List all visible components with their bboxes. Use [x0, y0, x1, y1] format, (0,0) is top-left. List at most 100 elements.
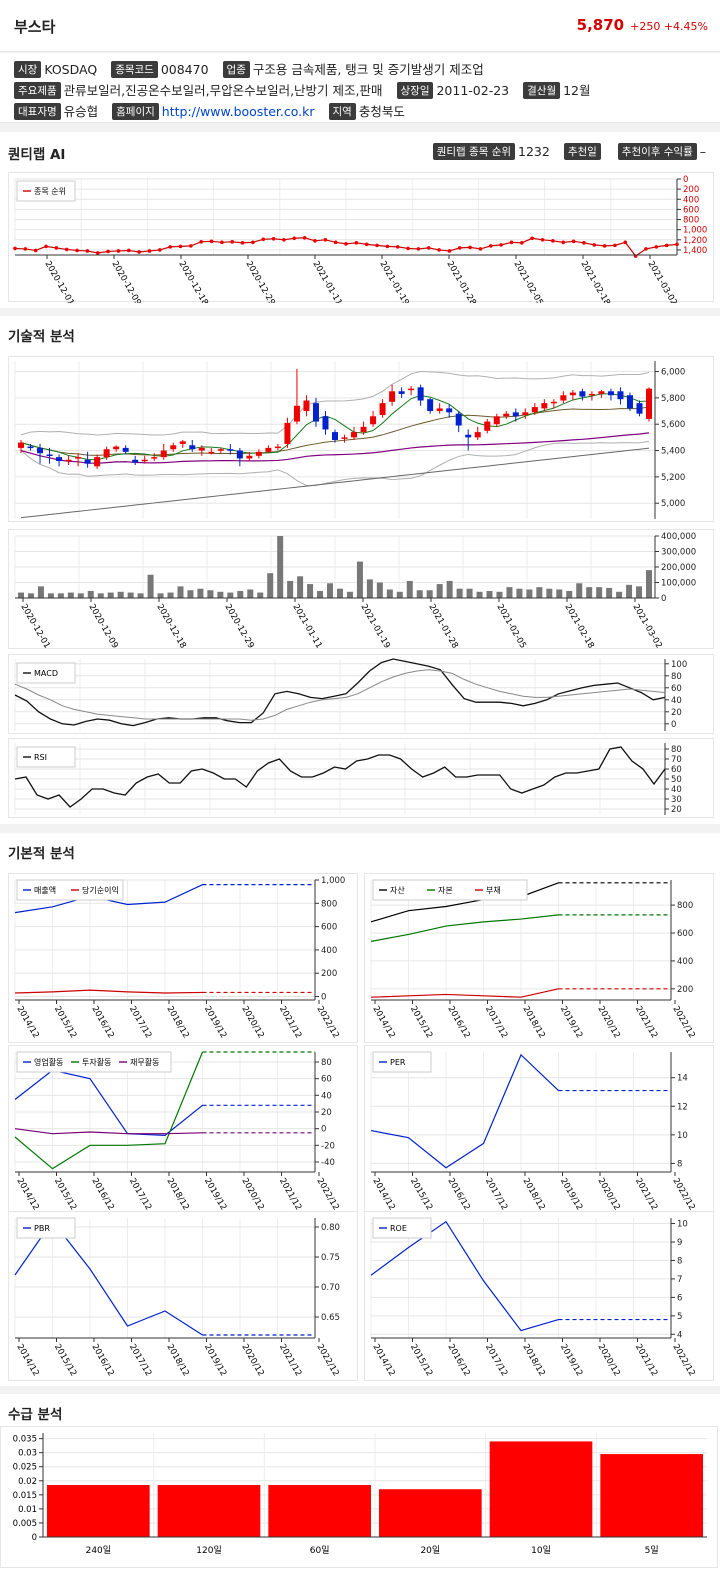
rank-point — [675, 242, 679, 247]
volume-bar — [376, 582, 383, 598]
rank-point — [230, 240, 235, 244]
macd-line — [14, 669, 666, 721]
x-tick-label: 2016/12 — [445, 1343, 471, 1379]
rec-date-tag: 추천일 — [563, 143, 601, 160]
candle-body — [293, 405, 300, 422]
rank-point — [416, 247, 421, 251]
rank-point — [64, 247, 69, 252]
volume-bar — [536, 587, 543, 598]
x-tick-label: 60일 — [310, 1545, 330, 1556]
rank-point — [323, 238, 328, 242]
volume-bar — [546, 588, 553, 598]
x-tick-label: 2018/12 — [164, 1343, 190, 1379]
code-value: 008470 — [160, 62, 209, 77]
candle-body — [217, 449, 224, 451]
volume-bar — [147, 574, 154, 598]
technical-section: 기술적 분석 5,000 5,200 5,400 5,600 5,800 6,000 0 1… — [0, 316, 720, 824]
legend-label: 자본 — [438, 886, 453, 895]
x-tick-label: 10일 — [531, 1545, 551, 1556]
rank-point — [333, 240, 338, 245]
candle-body — [151, 457, 158, 459]
y-tick-label: 6 — [677, 1293, 682, 1303]
roe-chart-panel: 4 5 6 7 8 9 10 2014/12 2015/12 2016/12 2017/12 2018… — [364, 1211, 714, 1381]
rank-point — [54, 246, 59, 250]
volume-bar — [87, 591, 94, 598]
ma60-line — [20, 432, 650, 464]
volume-bar — [97, 593, 104, 598]
pbr-chart-panel: 0.65 0.70 0.75 0.80 2014/12 2015/12 2016/12 201… — [8, 1211, 358, 1381]
y-tick-label: 200 — [321, 969, 337, 979]
sales-line — [14, 989, 203, 994]
rank-point — [654, 245, 659, 249]
supply-chart-panel: 0 0.005 0.01 0.015 0.02 0.025 0.03 0.035 240일 120… — [0, 1426, 718, 1568]
candle-body — [303, 400, 310, 412]
volume-bar — [307, 584, 314, 598]
volume-bar — [247, 589, 254, 598]
rank-point — [261, 237, 266, 242]
y-tick-label: 10 — [677, 1131, 688, 1141]
x-tick-label: 2018/12 — [520, 1177, 546, 1213]
y-tick-label: 50 — [671, 775, 682, 785]
region-value: 충청북도 — [358, 104, 405, 119]
y-tick-label: 80 — [671, 745, 682, 755]
y-tick-label: 5,600 — [661, 420, 685, 430]
cashflow-line — [14, 1051, 204, 1170]
volume-bar — [616, 591, 623, 598]
y-tick-label: -20 — [321, 1141, 335, 1151]
y-tick-label: 0 — [683, 175, 688, 185]
rank-point — [364, 242, 369, 247]
y-tick-label: 400 — [683, 195, 699, 205]
x-tick-label: 2021-01-11 — [290, 603, 323, 651]
rank-point — [375, 243, 379, 248]
y-tick-label: 200 — [677, 985, 693, 995]
legend-label: PBR — [34, 1224, 50, 1233]
per-line — [370, 1053, 559, 1169]
rank-point — [592, 243, 597, 247]
x-tick-label: 2020-12-09 — [86, 603, 119, 651]
candle-body — [75, 457, 82, 459]
x-tick-label: 2015/12 — [52, 1177, 78, 1213]
legend-label: MACD — [34, 669, 58, 678]
x-tick-label: 2014/12 — [370, 1005, 396, 1041]
price-chart: 5,000 5,200 5,400 5,600 5,800 6,000 — [14, 361, 685, 519]
rank-point — [489, 244, 493, 248]
y-tick-label: 0.80 — [321, 1223, 340, 1233]
y-tick-label: 60 — [671, 765, 682, 775]
x-tick-label: 2020/12 — [595, 1343, 621, 1379]
x-tick-label: 2021-01-28 — [444, 260, 477, 304]
volume-bar — [117, 591, 124, 598]
homepage-link[interactable]: http://www.booster.co.kr — [161, 104, 315, 119]
rank-point — [240, 241, 245, 245]
x-tick-label: 2014/12 — [14, 1005, 40, 1041]
info-row-2: 주요제품 관류보일러,진공온수보일러,무압온수보일러,난방기 제조,판매 상장일 2… — [14, 80, 601, 99]
x-tick-label: 2020-12-09 — [109, 260, 142, 304]
rank-point — [147, 249, 152, 253]
y-tick-label: 8 — [677, 1159, 682, 1169]
x-tick-label: 2014/12 — [14, 1343, 40, 1379]
technical-title: 기술적 분석 — [8, 329, 75, 345]
x-tick-label: 2020/12 — [595, 1177, 621, 1213]
rank-point — [395, 245, 400, 249]
rank-chart-panel: 0 200 400 600 800 1,000 1,200 1,400 2020-12-01 20… — [8, 172, 714, 307]
volume-bar — [526, 589, 533, 598]
candle-body — [132, 459, 139, 463]
volume-bar — [317, 591, 324, 598]
x-tick-label: 2020/12 — [239, 1177, 265, 1213]
candle-body — [236, 450, 243, 459]
y-tick-label: 5,400 — [661, 447, 685, 457]
volume-bar — [496, 591, 503, 598]
pbr-chart: 0.65 0.70 0.75 0.80 2014/12 2015/12 2016/12 201… — [14, 1217, 341, 1379]
supply-bar — [489, 1441, 593, 1537]
price-chart-panel: 5,000 5,200 5,400 5,600 5,800 6,000 — [8, 356, 714, 522]
x-tick-label: 2021/12 — [277, 1343, 303, 1379]
volume-chart: 0 100,000 200,000 300,000 400,000 2020-12-01 2… — [14, 532, 696, 651]
volume-bar — [596, 587, 603, 598]
x-tick-label: 2016/12 — [445, 1177, 471, 1213]
x-tick-label: 120일 — [196, 1545, 221, 1556]
x-tick-label: 2021-03-02 — [645, 260, 678, 304]
listing-tag: 상장일 — [396, 82, 434, 99]
volume-bar — [626, 584, 633, 598]
legend-label: PER — [390, 1058, 406, 1067]
candle-body — [141, 459, 148, 462]
legend-label: 당기순이익 — [82, 885, 119, 895]
